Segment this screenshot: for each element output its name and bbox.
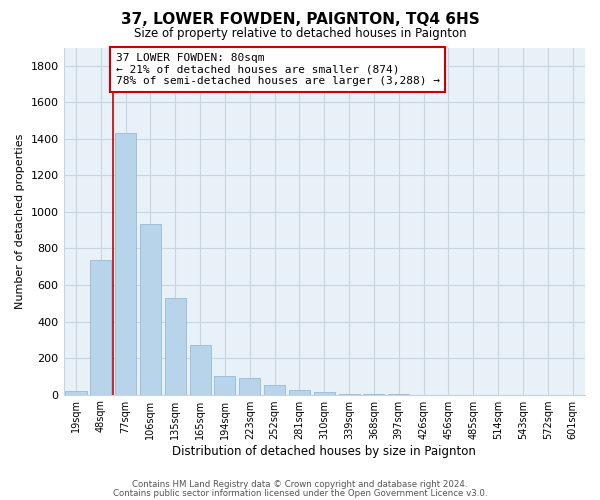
Text: Contains public sector information licensed under the Open Government Licence v3: Contains public sector information licen… <box>113 488 487 498</box>
Text: Contains HM Land Registry data © Crown copyright and database right 2024.: Contains HM Land Registry data © Crown c… <box>132 480 468 489</box>
Bar <box>190 346 211 395</box>
Bar <box>65 391 86 394</box>
Bar <box>140 224 161 394</box>
Bar <box>239 378 260 394</box>
Text: 37, LOWER FOWDEN, PAIGNTON, TQ4 6HS: 37, LOWER FOWDEN, PAIGNTON, TQ4 6HS <box>121 12 479 28</box>
Bar <box>90 260 112 394</box>
Text: 37 LOWER FOWDEN: 80sqm
← 21% of detached houses are smaller (874)
78% of semi-de: 37 LOWER FOWDEN: 80sqm ← 21% of detached… <box>116 53 440 86</box>
Y-axis label: Number of detached properties: Number of detached properties <box>15 134 25 308</box>
Bar <box>214 376 235 394</box>
Bar <box>289 390 310 394</box>
Bar <box>165 298 186 394</box>
Bar <box>314 392 335 394</box>
Bar <box>264 386 285 394</box>
X-axis label: Distribution of detached houses by size in Paignton: Distribution of detached houses by size … <box>172 444 476 458</box>
Text: Size of property relative to detached houses in Paignton: Size of property relative to detached ho… <box>134 28 466 40</box>
Bar <box>115 134 136 394</box>
